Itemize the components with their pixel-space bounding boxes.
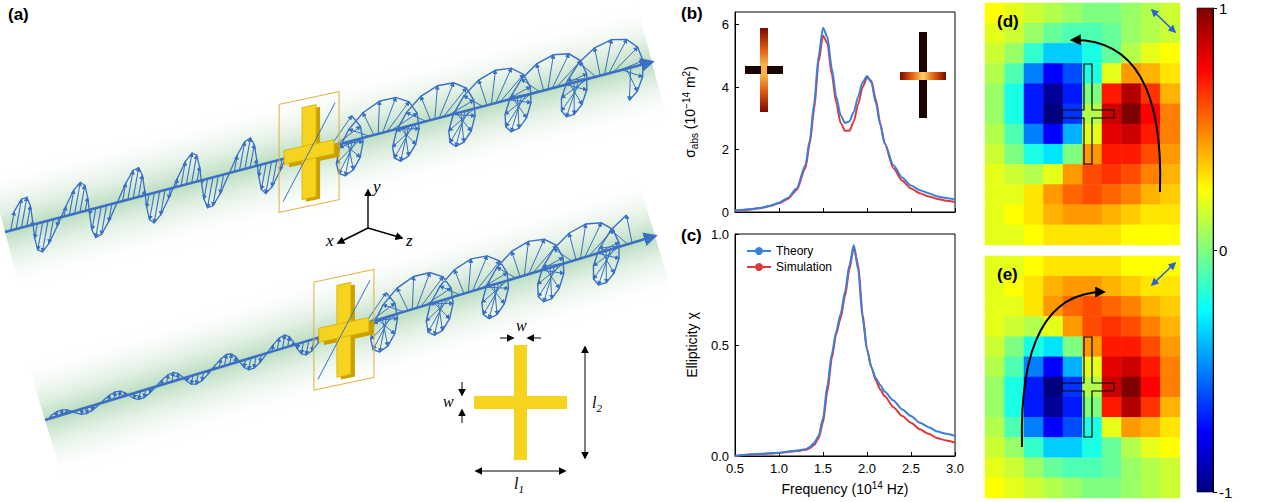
svg-text:0: 0 <box>1219 242 1227 259</box>
svg-text:2: 2 <box>680 70 692 77</box>
svg-text:y: y <box>371 177 381 196</box>
svg-text:Theory: Theory <box>776 244 813 258</box>
svg-text:w: w <box>443 393 454 410</box>
svg-text:2.5: 2.5 <box>902 461 920 476</box>
svg-text:2.0: 2.0 <box>858 461 876 476</box>
svg-text:(10: (10 <box>682 109 698 133</box>
svg-text:abs: abs <box>689 133 700 149</box>
svg-text:0: 0 <box>722 205 729 220</box>
svg-text:(e): (e) <box>997 265 1018 284</box>
svg-text:Simulation: Simulation <box>776 260 832 274</box>
svg-text:-1: -1 <box>1219 484 1232 501</box>
svg-text:(b): (b) <box>681 4 703 23</box>
svg-text:(d): (d) <box>997 12 1019 31</box>
svg-text:m: m <box>682 76 698 92</box>
svg-text:l1: l1 <box>514 475 524 495</box>
svg-text:Frequency (10: Frequency (10 <box>781 481 871 497</box>
svg-text:1.0: 1.0 <box>770 461 788 476</box>
svg-text:x: x <box>325 231 334 250</box>
svg-text:0.0: 0.0 <box>710 448 729 464</box>
svg-text:): ) <box>682 66 698 71</box>
svg-text:−14: −14 <box>681 92 692 109</box>
svg-text:σ: σ <box>682 149 698 158</box>
svg-text:1.0: 1.0 <box>711 227 729 242</box>
svg-text:4: 4 <box>722 80 729 95</box>
svg-text:(c): (c) <box>681 226 702 245</box>
svg-text:z: z <box>405 231 413 250</box>
svg-text:14: 14 <box>872 480 884 491</box>
svg-text:w: w <box>516 317 527 334</box>
svg-text:0.5: 0.5 <box>711 338 729 353</box>
svg-text:3.0: 3.0 <box>946 461 964 476</box>
svg-text:l2: l2 <box>592 394 602 414</box>
svg-text:1: 1 <box>1219 0 1227 17</box>
svg-text:2: 2 <box>722 142 729 157</box>
svg-text:6: 6 <box>722 17 729 32</box>
svg-text:(a): (a) <box>8 5 29 24</box>
svg-text:Hz): Hz) <box>883 481 909 497</box>
svg-text:0.5: 0.5 <box>726 461 744 476</box>
svg-text:Ellipticity χ: Ellipticity χ <box>684 312 700 378</box>
svg-text:1.5: 1.5 <box>814 461 832 476</box>
